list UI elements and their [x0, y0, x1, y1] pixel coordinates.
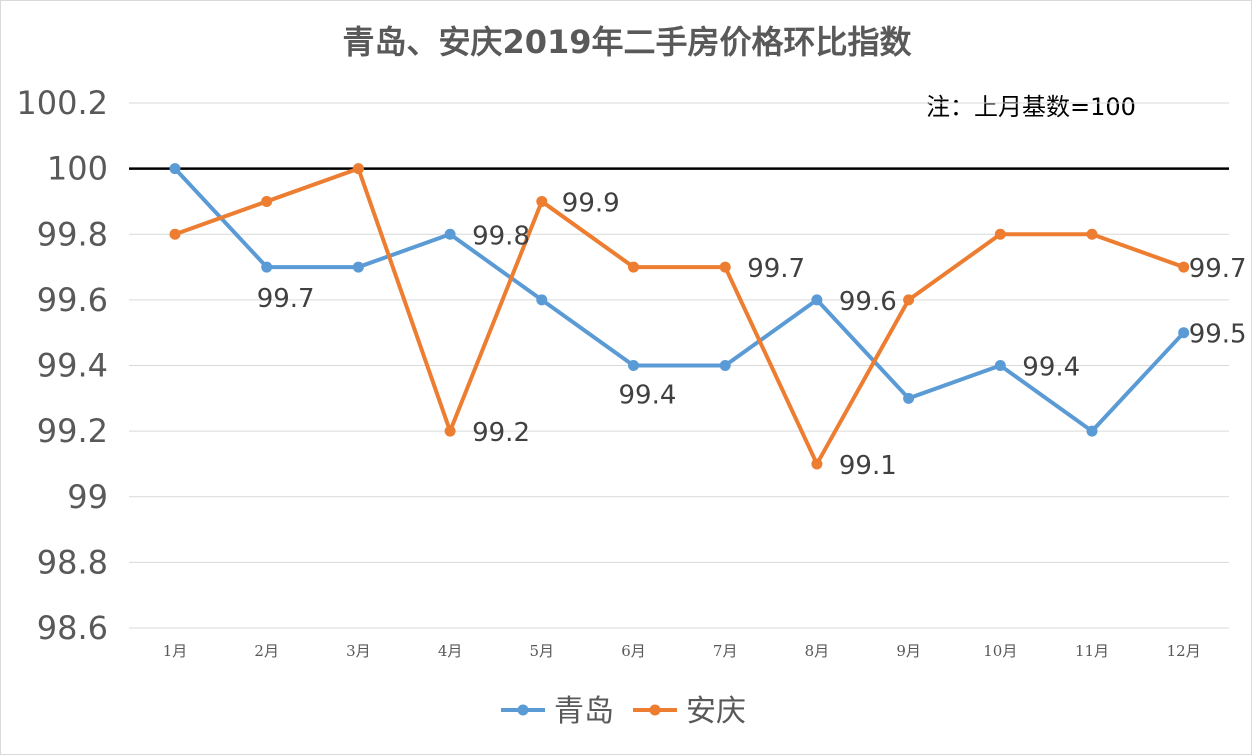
y-tick-label: 99.4 [37, 347, 108, 385]
series-point [994, 360, 1006, 371]
x-tick-label: 6月 [621, 642, 646, 660]
series-point [1086, 425, 1098, 437]
data-label: 99.4 [1022, 353, 1080, 383]
series-point [903, 294, 915, 306]
x-tick-label: 11月 [1075, 642, 1109, 660]
series-point [811, 458, 823, 470]
series-point [719, 261, 731, 273]
chart-note: 注：上月基数=100 [926, 93, 1136, 121]
series-point [536, 294, 548, 306]
x-axis: 1月 2月 3月 4月 5月 6月 7月 8月 9月 10月 11月 12月 [163, 642, 1201, 660]
series-point [1178, 261, 1190, 273]
legend-marker [649, 704, 661, 716]
y-tick-label: 100 [47, 150, 108, 188]
x-tick-label: 2月 [254, 642, 279, 660]
y-tick-label: 99.2 [37, 412, 108, 450]
series-point [811, 294, 823, 306]
data-label: 99.4 [619, 381, 677, 411]
series-point [169, 163, 181, 175]
y-tick-label: 98.8 [37, 543, 108, 581]
series-point [352, 261, 364, 273]
series-point [444, 425, 456, 437]
series-point [536, 195, 548, 207]
data-label: 99.9 [562, 188, 620, 218]
x-tick-label: 5月 [530, 642, 555, 660]
y-tick-label: 100.2 [16, 84, 108, 122]
data-label: 99.7 [747, 254, 805, 284]
series-point [1086, 228, 1098, 240]
x-tick-label: 7月 [713, 642, 738, 660]
data-label: 99.7 [257, 284, 315, 314]
series-point [352, 163, 364, 175]
series-point [261, 195, 273, 207]
data-label: 99.8 [472, 221, 530, 251]
y-axis: 100.2 100 99.8 99.6 99.4 99.2 99 98.8 98.6 [16, 84, 108, 647]
series-point [628, 360, 639, 371]
x-tick-label: 9月 [896, 642, 921, 660]
data-label: 99.2 [472, 418, 530, 448]
series-point [903, 392, 915, 404]
y-tick-label: 99 [67, 478, 108, 516]
y-tick-label: 99.6 [37, 281, 108, 319]
legend-label: 青岛 [554, 694, 614, 729]
x-tick-label: 8月 [805, 642, 830, 660]
series-point [169, 228, 181, 240]
y-tick-label: 99.8 [37, 215, 108, 253]
legend: 青岛 安庆 [501, 694, 746, 729]
x-tick-label: 1月 [163, 642, 188, 660]
chart-title: 青岛、安庆2019年二手房价格环比指数 [342, 23, 912, 61]
series-line-1 [173, 167, 1186, 434]
series-point [994, 228, 1006, 240]
data-label: 99.6 [839, 287, 897, 317]
data-labels: 99.7 99.8 99.4 99.6 99.4 99.5 99.2 99.9 99.7 99.1… [257, 188, 1247, 481]
data-label: 99.5 [1189, 320, 1247, 350]
series-point [444, 228, 456, 240]
data-label: 99.1 [839, 451, 897, 481]
legend-label: 安庆 [686, 694, 746, 729]
data-label: 99.7 [1189, 254, 1247, 284]
series-point [628, 261, 639, 273]
series-point [1178, 327, 1190, 339]
series-line-2 [174, 166, 1185, 466]
series-point [261, 261, 273, 273]
series-group [169, 163, 1190, 470]
y-tick-label: 98.6 [37, 609, 108, 647]
x-tick-label: 12月 [1167, 642, 1201, 660]
legend-marker [517, 704, 529, 716]
x-tick-label: 4月 [438, 642, 463, 660]
x-tick-label: 10月 [983, 642, 1017, 660]
x-tick-label: 3月 [346, 642, 371, 660]
series-point [719, 360, 731, 371]
